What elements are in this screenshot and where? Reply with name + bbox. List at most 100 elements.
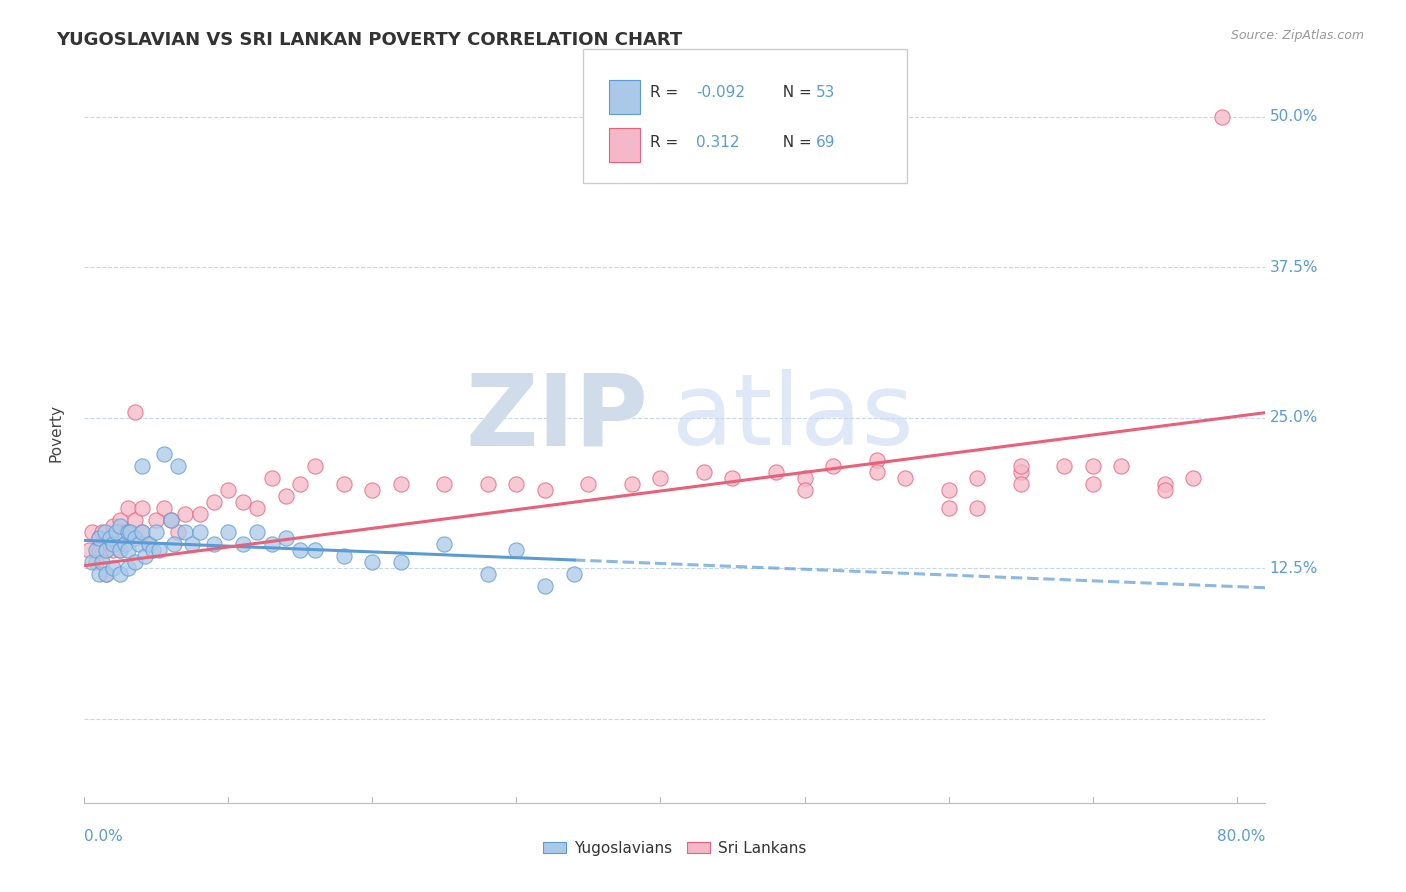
Point bbox=[389, 555, 412, 569]
Point bbox=[1053, 458, 1076, 473]
Point bbox=[101, 543, 124, 558]
Point bbox=[202, 537, 225, 551]
Point bbox=[332, 549, 354, 563]
Point bbox=[1010, 465, 1032, 479]
Point bbox=[110, 543, 132, 558]
Point bbox=[793, 483, 815, 497]
Text: atlas: atlas bbox=[672, 369, 914, 467]
Point bbox=[1111, 458, 1133, 473]
Point bbox=[93, 524, 115, 539]
Point bbox=[793, 471, 815, 485]
Point bbox=[138, 537, 160, 551]
Point bbox=[94, 543, 117, 558]
Point bbox=[1211, 110, 1233, 124]
Point bbox=[692, 465, 714, 479]
Point bbox=[134, 549, 156, 563]
Text: 12.5%: 12.5% bbox=[1270, 560, 1317, 575]
Text: 37.5%: 37.5% bbox=[1270, 260, 1319, 275]
Text: Source: ZipAtlas.com: Source: ZipAtlas.com bbox=[1230, 29, 1364, 42]
Point bbox=[101, 561, 124, 575]
Point bbox=[124, 555, 146, 569]
Point bbox=[145, 524, 167, 539]
Text: N =: N = bbox=[773, 136, 817, 150]
Point bbox=[167, 524, 190, 539]
Point bbox=[131, 500, 153, 515]
Point bbox=[505, 476, 527, 491]
Point bbox=[1153, 476, 1175, 491]
Point bbox=[159, 513, 181, 527]
Point bbox=[105, 524, 128, 539]
Point bbox=[202, 495, 225, 509]
Point bbox=[505, 543, 527, 558]
Point bbox=[77, 543, 100, 558]
Text: 80.0%: 80.0% bbox=[1218, 830, 1265, 845]
Point bbox=[90, 555, 112, 569]
Point bbox=[117, 543, 139, 558]
Point bbox=[124, 404, 146, 418]
Y-axis label: Poverty: Poverty bbox=[49, 403, 63, 462]
Point bbox=[117, 561, 139, 575]
Point bbox=[188, 524, 211, 539]
Text: 53: 53 bbox=[815, 86, 835, 100]
Point bbox=[94, 567, 117, 582]
Text: ZIP: ZIP bbox=[465, 369, 648, 467]
Text: 25.0%: 25.0% bbox=[1270, 410, 1317, 425]
Point bbox=[110, 519, 132, 533]
Point bbox=[84, 543, 107, 558]
Point bbox=[304, 458, 326, 473]
Text: 69: 69 bbox=[815, 136, 835, 150]
Text: R =: R = bbox=[650, 136, 688, 150]
Text: 0.312: 0.312 bbox=[696, 136, 740, 150]
Point bbox=[80, 524, 103, 539]
Point bbox=[94, 543, 117, 558]
Point bbox=[117, 524, 139, 539]
Point bbox=[128, 537, 150, 551]
Point bbox=[650, 471, 672, 485]
Point bbox=[148, 543, 170, 558]
Point bbox=[84, 555, 107, 569]
Point bbox=[174, 524, 197, 539]
Text: YUGOSLAVIAN VS SRI LANKAN POVERTY CORRELATION CHART: YUGOSLAVIAN VS SRI LANKAN POVERTY CORREL… bbox=[56, 31, 682, 49]
Point bbox=[938, 500, 960, 515]
Point bbox=[966, 500, 988, 515]
Point bbox=[174, 507, 197, 521]
Point bbox=[232, 537, 254, 551]
Point bbox=[217, 483, 239, 497]
Point bbox=[290, 543, 312, 558]
Point bbox=[361, 555, 384, 569]
Point bbox=[938, 483, 960, 497]
Point bbox=[620, 476, 643, 491]
Point bbox=[1010, 458, 1032, 473]
Point bbox=[260, 537, 283, 551]
Point bbox=[274, 531, 297, 545]
Point bbox=[433, 537, 456, 551]
Point bbox=[138, 537, 160, 551]
Point bbox=[114, 524, 136, 539]
Point bbox=[101, 519, 124, 533]
Point bbox=[145, 513, 167, 527]
Point bbox=[260, 471, 283, 485]
Point bbox=[98, 537, 121, 551]
Text: N =: N = bbox=[773, 86, 817, 100]
Point bbox=[534, 579, 557, 593]
Text: R =: R = bbox=[650, 86, 683, 100]
Point bbox=[163, 537, 186, 551]
Point bbox=[114, 537, 136, 551]
Legend: Yugoslavians, Sri Lankans: Yugoslavians, Sri Lankans bbox=[537, 835, 813, 862]
Text: 0.0%: 0.0% bbox=[84, 830, 124, 845]
Point bbox=[823, 458, 845, 473]
Point bbox=[562, 567, 585, 582]
Point bbox=[894, 471, 917, 485]
Point bbox=[865, 465, 887, 479]
Point bbox=[80, 555, 103, 569]
Point bbox=[246, 500, 269, 515]
Point bbox=[217, 524, 239, 539]
Point bbox=[124, 531, 146, 545]
Point bbox=[966, 471, 988, 485]
Text: 50.0%: 50.0% bbox=[1270, 109, 1317, 124]
Point bbox=[167, 458, 190, 473]
Point bbox=[433, 476, 456, 491]
Point bbox=[765, 465, 787, 479]
Point bbox=[87, 531, 110, 545]
Point bbox=[117, 524, 139, 539]
